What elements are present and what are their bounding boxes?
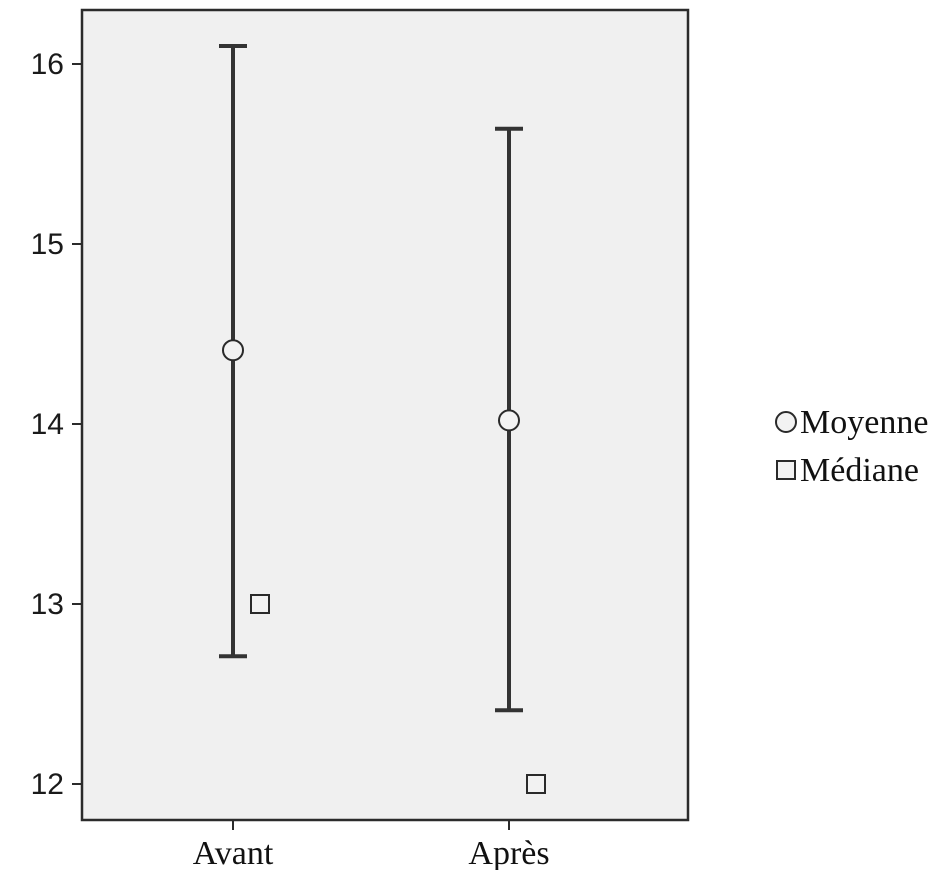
x-tick-label: Avant (193, 835, 274, 870)
legend-label: Médiane (800, 452, 919, 489)
y-tick-label: 12 (31, 768, 64, 801)
y-axis: 12 13 14 15 16 (31, 48, 82, 801)
mean-point (498, 409, 520, 432)
plot-area (80, 8, 690, 822)
legend-item: Moyenne (775, 404, 928, 441)
y-tick-label: 15 (31, 228, 64, 261)
y-tick-label: 13 (31, 588, 64, 621)
legend-square-icon (776, 460, 796, 480)
x-axis: Avant Après (193, 820, 550, 870)
median-point (526, 774, 546, 794)
legend-circle-icon (775, 411, 797, 433)
legend: Moyenne Médiane (775, 404, 928, 489)
y-tick-label: 14 (31, 408, 64, 441)
legend-item: Médiane (776, 452, 919, 489)
plot-frame (80, 8, 690, 822)
mean-point (222, 339, 244, 362)
median-point (250, 594, 270, 614)
chart-marks (219, 44, 546, 794)
x-tick-label: Après (468, 835, 549, 870)
y-tick-label: 16 (31, 48, 64, 81)
legend-label: Moyenne (800, 404, 928, 441)
